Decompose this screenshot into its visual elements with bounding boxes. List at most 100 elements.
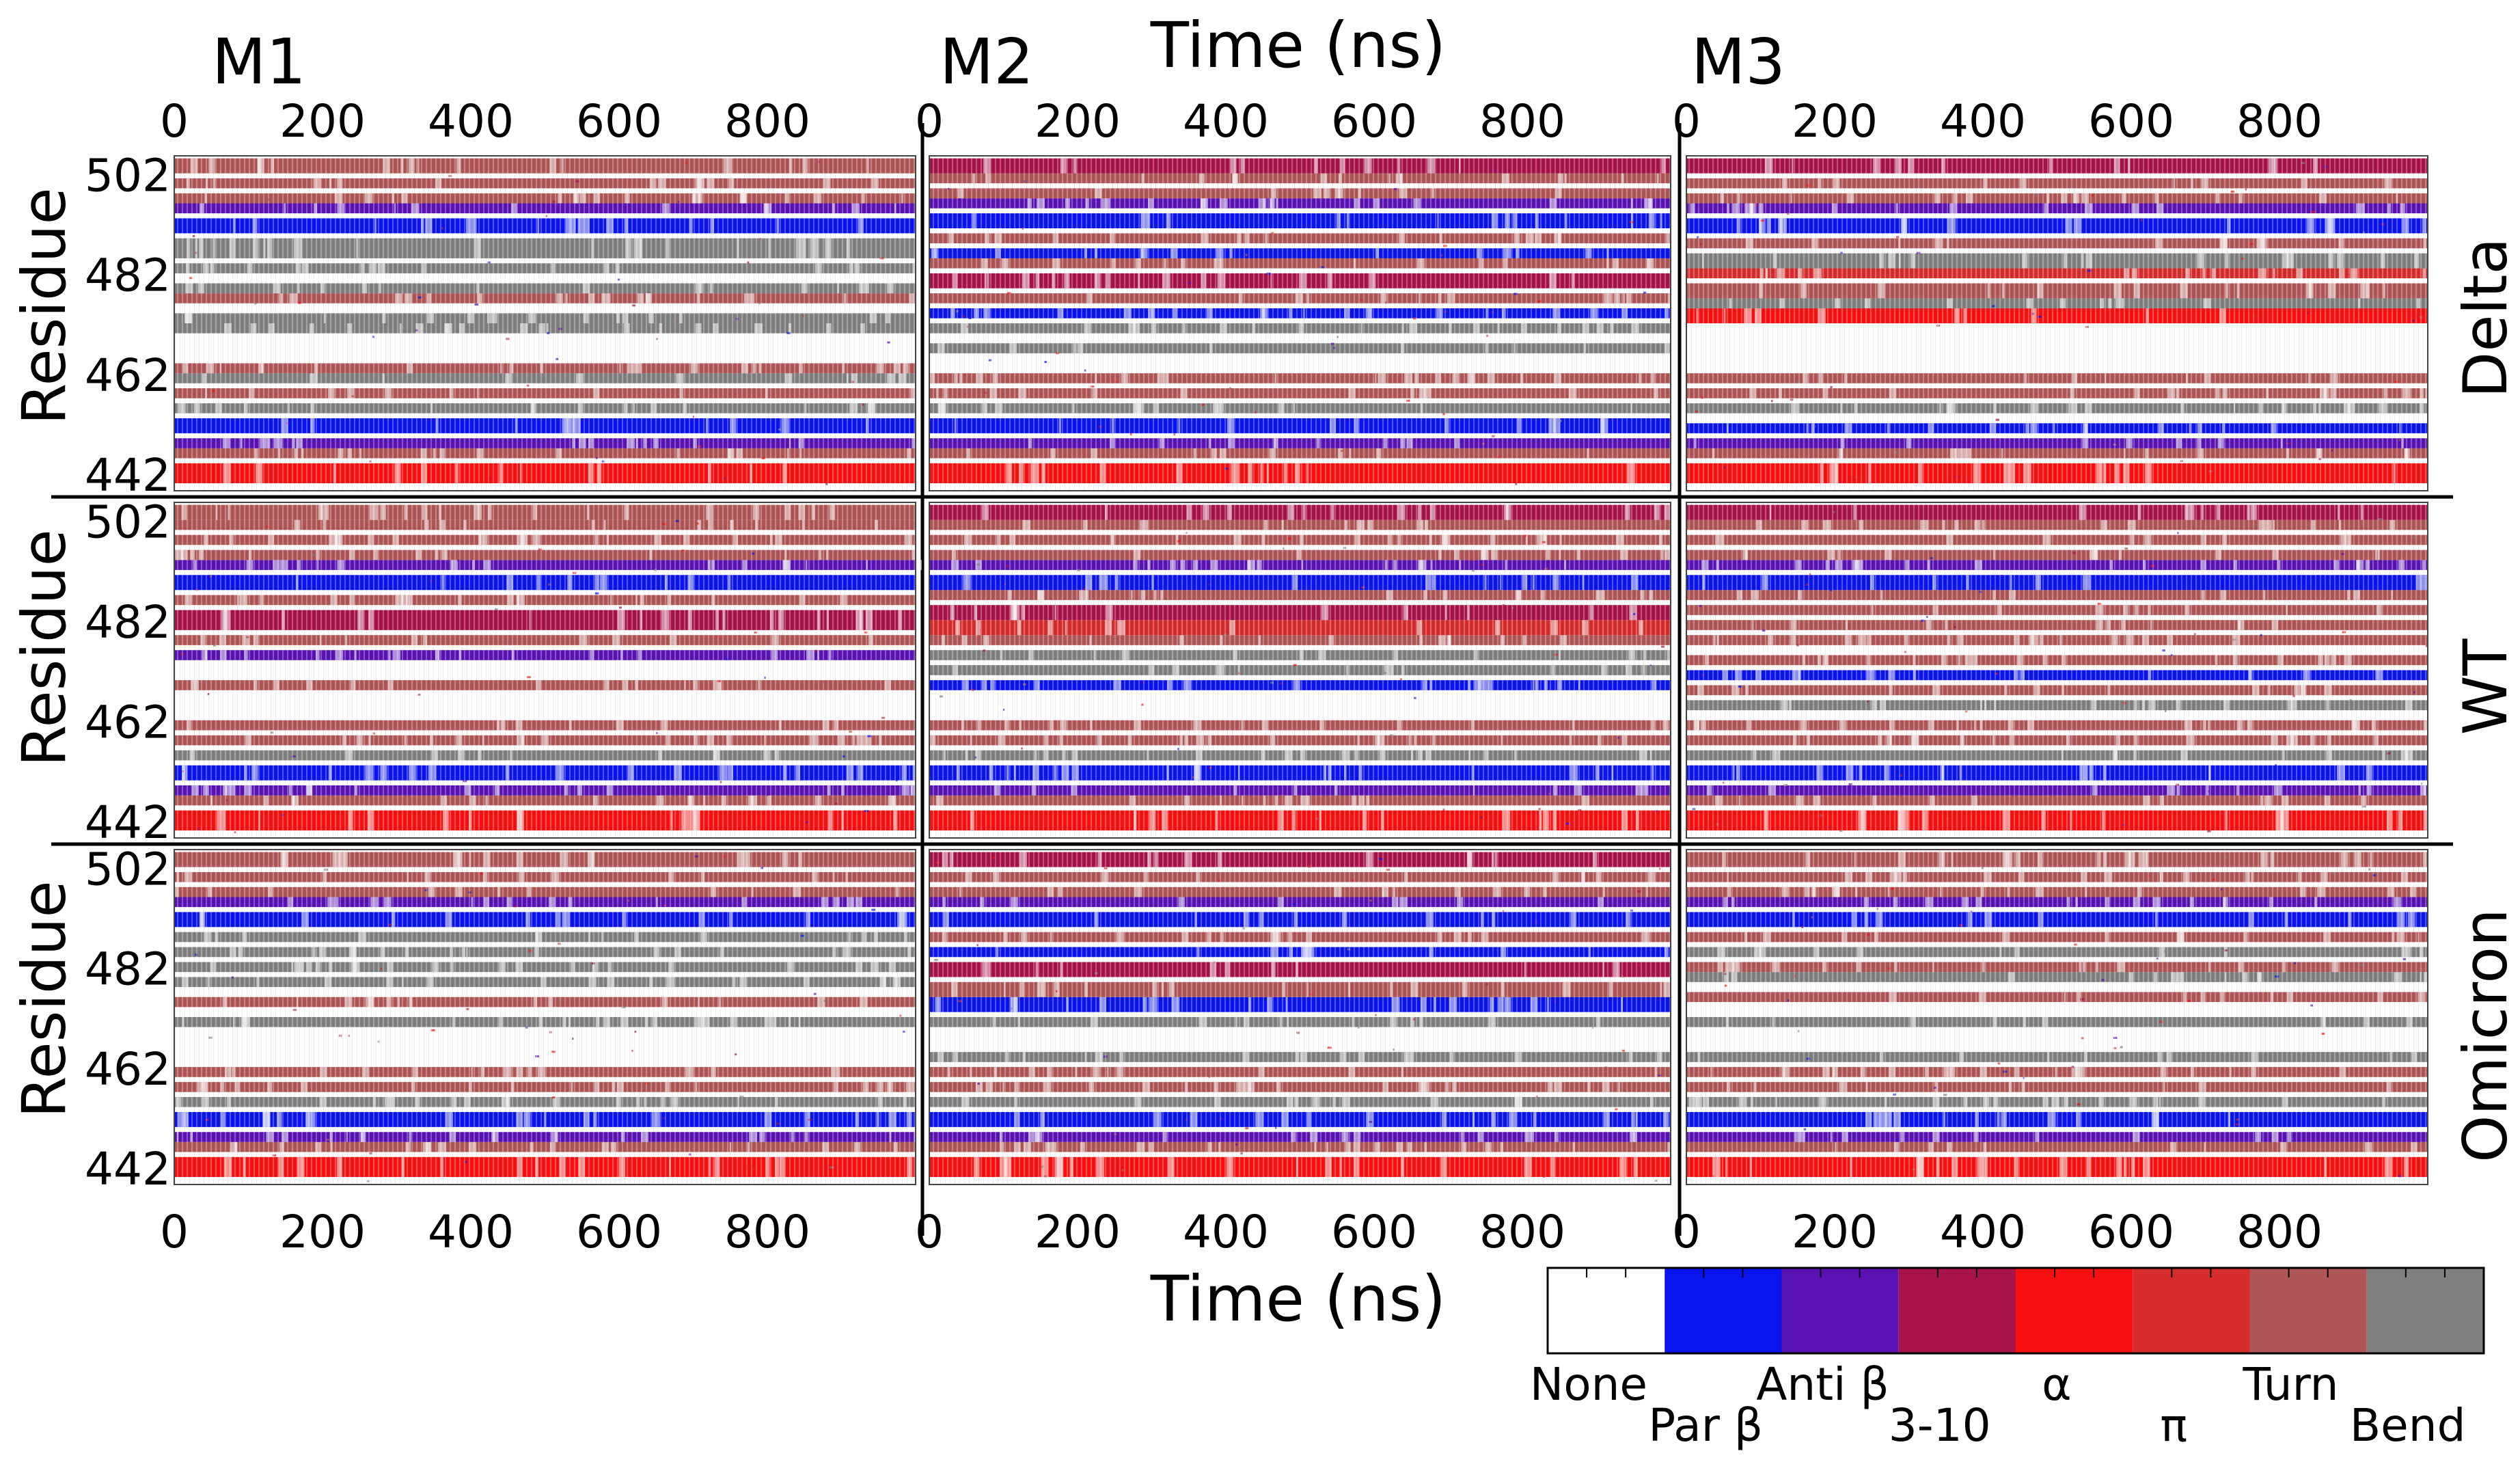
structure-gap [2364, 1141, 2372, 1152]
structure-gap [199, 912, 204, 928]
structure-gap [799, 595, 806, 606]
structure-gap [732, 977, 736, 988]
structure-band [174, 178, 916, 189]
structure-gap [1646, 258, 1654, 269]
structure-gap [1521, 323, 1527, 334]
panel-m1-delta [174, 155, 921, 491]
transient-mark [1692, 808, 1696, 811]
structure-gap [1092, 388, 1098, 398]
transient-mark [895, 779, 898, 782]
structure-gap [1660, 550, 1664, 560]
structure-gap [888, 1111, 896, 1127]
structure-gap [2411, 1141, 2418, 1152]
structure-gap [1053, 233, 1059, 243]
structure-gap [741, 897, 747, 908]
structure-gap [2326, 700, 2329, 711]
structure-gap [207, 886, 213, 897]
structure-gap [1135, 258, 1142, 269]
structure-gap [540, 977, 547, 988]
structure-gap [2186, 373, 2189, 383]
transient-mark [2207, 830, 2212, 832]
transient-mark [292, 271, 296, 273]
structure-gap [1479, 258, 1484, 269]
structure-gap [992, 1017, 996, 1027]
transient-mark [618, 952, 622, 955]
structure-gap [1438, 293, 1442, 303]
structure-gap [1513, 213, 1518, 229]
structure-gap [1062, 750, 1066, 761]
structure-gap [566, 293, 568, 303]
structure-gap [1738, 1097, 1747, 1107]
structure-gap [2129, 1097, 2137, 1107]
transient-mark [676, 320, 679, 323]
structure-gap [789, 438, 791, 448]
transient-mark [1400, 678, 1402, 681]
structure-gap [197, 1082, 206, 1092]
structure-gap [1802, 655, 1805, 666]
structure-gap [1073, 343, 1076, 353]
transient-mark [372, 336, 375, 338]
structure-gap [604, 680, 610, 690]
structure-gap [1061, 765, 1069, 781]
structure-gap [1105, 620, 1112, 636]
structure-gap [666, 735, 670, 746]
structure-gap [1019, 982, 1024, 997]
structure-gap [1282, 982, 1286, 997]
structure-gap [624, 504, 629, 520]
structure-gap [1547, 1082, 1553, 1092]
structure-gap [469, 1141, 477, 1152]
structure-gap [1798, 670, 1801, 681]
structure-gap [2375, 670, 2383, 681]
structure-gap [493, 1132, 499, 1142]
structure-band [929, 852, 1671, 867]
structure-gap [2277, 560, 2281, 570]
structure-gap [959, 373, 963, 383]
transient-mark [1855, 476, 1858, 479]
structure-gap [485, 795, 488, 806]
structure-gap [620, 1017, 627, 1027]
structure-gap [1279, 1017, 1282, 1027]
structure-gap [1582, 575, 1585, 591]
structure-gap [373, 550, 378, 560]
structure-gap [775, 534, 782, 545]
structure-gap [222, 997, 228, 1007]
structure-gap [685, 1067, 694, 1077]
transient-mark [1796, 381, 1800, 383]
structure-gap [1557, 680, 1563, 690]
structure-band [174, 463, 916, 484]
transient-mark [547, 583, 551, 586]
structure-gap [1714, 795, 1723, 806]
structure-gap [338, 852, 344, 867]
structure-gap [849, 263, 853, 273]
structure-gap [1169, 560, 1176, 570]
structure-gap [628, 765, 634, 781]
structure-band [929, 605, 1671, 621]
transient-mark [2097, 602, 2102, 605]
structure-gap [764, 1017, 771, 1027]
structure-gap [603, 1017, 611, 1027]
structure-gap [1209, 343, 1213, 353]
structure-gap [961, 720, 965, 731]
transient-mark [2373, 321, 2377, 323]
structure-gap [1898, 810, 1904, 831]
panel-m3-wt [1686, 502, 2430, 839]
transient-mark [2362, 231, 2365, 234]
structure-gap [1610, 323, 1614, 334]
transient-mark [1833, 511, 1835, 513]
transient-mark [1830, 588, 1833, 591]
structure-gap [2415, 575, 2422, 591]
structure-gap [2074, 373, 2077, 383]
transient-mark [2164, 950, 2167, 953]
structure-gap [653, 947, 660, 958]
structure-gap [1899, 871, 1902, 882]
structure-gap [942, 897, 946, 908]
transient-mark [966, 325, 968, 328]
structure-gap [2005, 852, 2013, 867]
structure-gap [708, 519, 713, 530]
structure-gap [415, 1097, 420, 1107]
structure-gap [1949, 1067, 1956, 1077]
structure-gap [1552, 871, 1559, 882]
structure-gap [1819, 373, 1823, 383]
structure-gap [411, 1082, 415, 1092]
structure-gap [1870, 575, 1875, 591]
